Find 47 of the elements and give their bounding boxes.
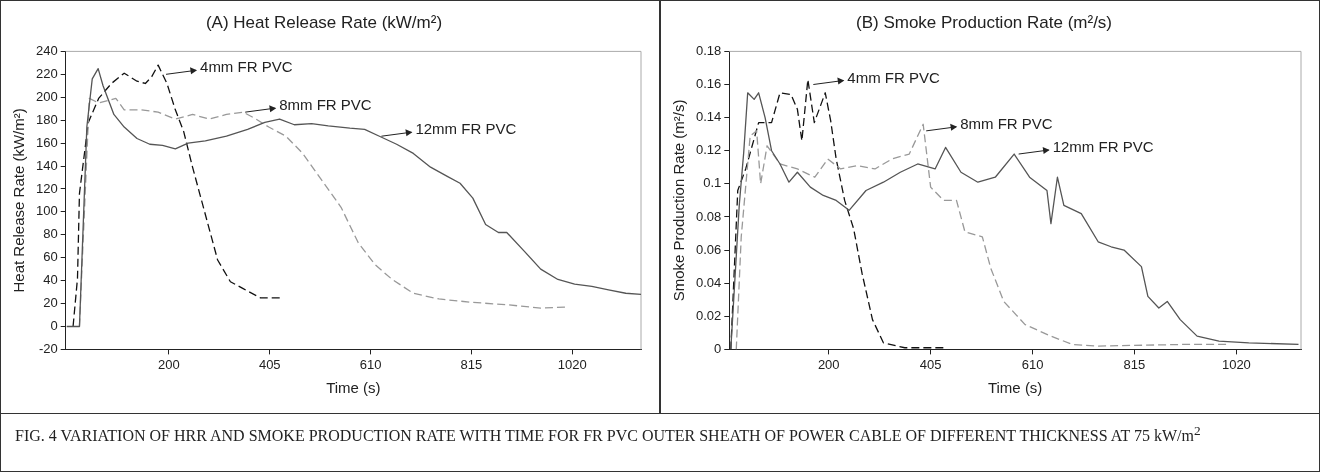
y-tick-label: 60 [43, 249, 58, 265]
annotation: 8mm FR PVC [960, 115, 1053, 133]
x-tick-label: 610 [1021, 356, 1044, 372]
y-tick-label: 40 [43, 272, 58, 288]
y-tick-label: 20 [43, 295, 58, 311]
chart-title: (B) Smoke Production Rate (m²/s) [855, 12, 1113, 32]
annotation: 4mm FR PVC [200, 58, 293, 76]
x-tick-label: 815 [460, 356, 483, 372]
y-tick-label: 240 [35, 42, 58, 58]
y-tick-label: 0.08 [695, 208, 722, 224]
y-tick-label: 180 [35, 111, 58, 127]
chart-title: (A) Heat Release Rate (kW/m²) [205, 12, 443, 32]
x-axis-title: Time (s) [326, 379, 381, 397]
y-tick-label: 220 [35, 65, 58, 81]
caption: FIG. 4 VARIATION OF HRR AND SMOKE PRODUCTION RATE WITH TIME FOR FR PVC OUTER SHEATH OF POWER CABLE OF DIFFERENT THICKNESS AT 75 kW/m$^{2}$ [15, 422, 1202, 447]
x-tick-label: 200 [158, 356, 180, 372]
y-tick-label: 80 [43, 226, 58, 242]
x-tick-label: 610 [359, 356, 382, 372]
y-tick-label: 0.14 [695, 109, 722, 125]
y-tick-label: 120 [35, 180, 58, 196]
y-tick-label: 100 [35, 203, 58, 219]
annotation: 8mm FR PVC [279, 96, 372, 114]
annotation: 12mm FR PVC [415, 120, 517, 138]
y-tick-label: 0.12 [695, 142, 722, 158]
y-tick-label: 0.18 [695, 42, 722, 58]
y-axis-title: Heat Release Rate (kW/m²) [10, 108, 28, 293]
y-tick-label: 0 [50, 318, 58, 334]
annotation: 4mm FR PVC [847, 68, 940, 86]
y-tick-label: 200 [35, 88, 58, 104]
x-axis-title: Time (s) [987, 379, 1043, 397]
x-tick-label: 200 [817, 356, 840, 372]
x-tick-label: 1020 [557, 356, 587, 372]
y-tick-label: 0.02 [695, 307, 722, 323]
x-tick-label: 405 [919, 356, 942, 372]
y-tick-label: 140 [35, 157, 58, 173]
y-axis-title: Smoke Production Rate (m²/s) [670, 99, 688, 302]
y-tick-label: 0.16 [695, 76, 722, 92]
annotation: 12mm FR PVC [1052, 138, 1154, 156]
y-tick-label: 0.06 [695, 241, 722, 257]
x-tick-label: 405 [258, 356, 281, 372]
x-tick-label: 815 [1123, 356, 1146, 372]
y-tick-label: 0.04 [695, 274, 722, 290]
y-tick-label: 0.1 [703, 175, 722, 191]
y-tick-label: 160 [35, 134, 58, 150]
y-tick-label: 0 [714, 340, 722, 356]
y-tick-label: -20 [38, 340, 58, 356]
x-tick-label: 1020 [1221, 356, 1251, 372]
